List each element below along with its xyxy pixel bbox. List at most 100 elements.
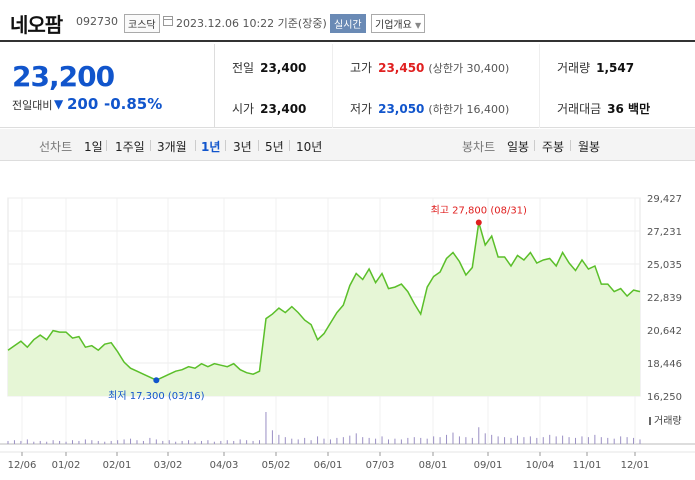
chevron-down-icon: ▼ — [415, 21, 422, 30]
tab-3-months[interactable]: 3개월 — [157, 140, 187, 154]
volume-bar — [220, 440, 222, 444]
x-tick-label: 12/01 — [621, 460, 650, 471]
x-tick-label: 08/01 — [419, 460, 448, 471]
tab-1-year[interactable]: 1년 — [201, 140, 221, 154]
x-tick-label: 06/01 — [314, 460, 343, 471]
x-tick-label: 12/06 — [8, 460, 37, 471]
volume-bar — [323, 438, 325, 444]
volume-bar — [594, 434, 596, 444]
info-column-2: 고가 23,450 (상한가 30,400) 저가 23,050 (하한가 16,400… — [334, 44, 540, 128]
volume-bar — [265, 412, 267, 444]
volume-bar — [149, 437, 151, 444]
x-tick-label: 02/01 — [103, 460, 132, 471]
volume-bar — [458, 436, 460, 444]
x-tick-label: 07/03 — [366, 460, 395, 471]
volume-bar — [329, 439, 331, 444]
x-tick-label: 10/04 — [526, 460, 555, 471]
volume-bar — [162, 440, 164, 444]
realtime-button[interactable]: 실시간 — [330, 14, 366, 33]
price-area — [8, 222, 640, 396]
volume-bar — [542, 437, 544, 444]
volume-bar — [620, 436, 622, 444]
volume-bar — [71, 440, 73, 444]
volume-bar — [26, 439, 28, 444]
amount-row: 거래대금 36 백만 — [557, 100, 650, 117]
volume-bar — [600, 437, 602, 444]
volume-bar — [349, 435, 351, 444]
volume-bar — [130, 438, 132, 444]
volume-bar — [478, 427, 480, 444]
price-summary: 23,200 전일대비 ▼ 200 -0.85% 전일 23,400 시가 23,4… — [0, 44, 695, 128]
open-row: 시가 23,400 — [232, 100, 306, 117]
volume-bar — [607, 437, 609, 444]
y-tick-label: 22,839 — [647, 293, 682, 304]
tab-weekly-candle[interactable]: 주봉 — [542, 140, 565, 154]
open-value: 23,400 — [260, 102, 307, 116]
volume-bar — [284, 437, 286, 444]
tab-1-day[interactable]: 1일 — [84, 140, 103, 154]
volume-bar — [355, 433, 357, 444]
tab-monthly-candle[interactable]: 월봉 — [578, 140, 601, 154]
volume-bar — [59, 440, 61, 444]
volume-bar — [259, 440, 261, 444]
low-value: 23,050 — [378, 102, 425, 116]
volume-bar — [555, 436, 557, 444]
volume-bar — [626, 437, 628, 444]
down-arrow-icon: ▼ — [54, 97, 64, 111]
tab-1-week[interactable]: 1주일 — [115, 140, 145, 154]
volume-bar — [142, 440, 144, 444]
calendar-icon — [163, 16, 173, 26]
price-chart[interactable]: 29,427 27,231 25,035 22,839 20,642 18,446 16,2… — [0, 190, 695, 480]
upper-limit: (상한가 30,400) — [428, 62, 510, 75]
volume-bar — [433, 436, 435, 444]
x-tick-label: 05/02 — [262, 460, 291, 471]
volume-bar — [278, 434, 280, 444]
open-label: 시가 — [232, 102, 255, 116]
volume-bar — [233, 440, 235, 444]
volume-value: 1,547 — [596, 61, 635, 75]
volume-bar — [407, 437, 409, 444]
tab-divider — [289, 140, 290, 151]
volume-bar — [104, 441, 106, 444]
volume-bar — [568, 437, 570, 444]
volume-bar — [439, 437, 441, 444]
volume-bar — [91, 440, 93, 444]
tab-divider — [225, 140, 226, 151]
volume-bar — [491, 434, 493, 444]
volume-bar — [510, 437, 512, 444]
volume-bar — [452, 432, 454, 444]
tab-3-years[interactable]: 3년 — [233, 140, 252, 154]
volume-bar — [362, 437, 364, 444]
volume-bar — [291, 438, 293, 444]
volume-bar — [529, 436, 531, 444]
y-tick-label: 16,250 — [647, 392, 682, 403]
company-overview-label: 기업개요 — [375, 20, 412, 31]
volume-bar — [46, 441, 48, 444]
tab-divider — [534, 140, 535, 151]
x-tick-label: 11/01 — [573, 460, 602, 471]
low-marker — [153, 377, 160, 384]
volume-bar — [110, 440, 112, 444]
volume-bar — [226, 440, 228, 444]
tab-daily-candle[interactable]: 일봉 — [507, 140, 530, 154]
volume-bar — [213, 441, 215, 444]
volume-bar — [168, 440, 170, 444]
high-marker — [475, 219, 482, 226]
diff-rate: -0.85% — [104, 95, 163, 113]
volume-bar — [123, 439, 125, 444]
y-tick-label: 27,231 — [647, 227, 682, 238]
volume-bar — [200, 440, 202, 444]
company-overview-button[interactable]: 기업개요 ▼ — [371, 14, 426, 33]
tab-5-years[interactable]: 5년 — [265, 140, 284, 154]
volume-bar — [639, 439, 641, 444]
high-value: 23,450 — [378, 61, 425, 75]
x-tick-label: 01/02 — [52, 460, 81, 471]
info-column-3: 거래량 1,547 거래대금 36 백만 — [541, 44, 695, 128]
tab-divider — [258, 140, 259, 151]
volume-bar — [117, 440, 119, 444]
tab-divider — [150, 140, 151, 151]
low-annotation: 최저 17,300 (03/16) — [108, 390, 204, 402]
volume-bar — [394, 438, 396, 444]
tab-10-years[interactable]: 10년 — [296, 140, 323, 154]
x-tick-label: 03/02 — [154, 460, 183, 471]
